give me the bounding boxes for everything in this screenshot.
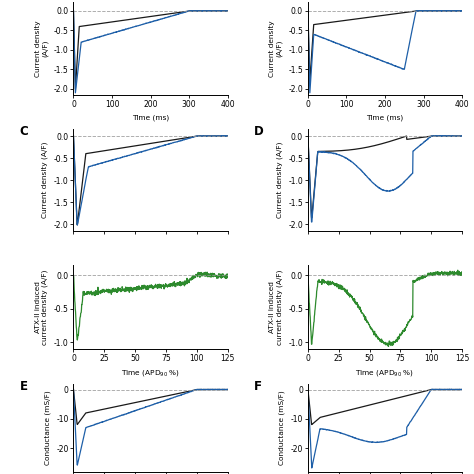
- Y-axis label: Current density
(A/F): Current density (A/F): [35, 20, 48, 77]
- X-axis label: Time (ms): Time (ms): [132, 114, 169, 121]
- Text: C: C: [19, 126, 28, 138]
- Text: E: E: [19, 380, 27, 393]
- Y-axis label: ATX-II induced
current density (A/F): ATX-II induced current density (A/F): [269, 269, 283, 345]
- Text: F: F: [254, 380, 262, 393]
- Y-axis label: Current density (A/F): Current density (A/F): [276, 142, 283, 219]
- Y-axis label: Current density
(A/F): Current density (A/F): [269, 20, 283, 77]
- Y-axis label: ATX-II induced
current density (A/F): ATX-II induced current density (A/F): [35, 269, 48, 345]
- Y-axis label: Conductance (mS/F): Conductance (mS/F): [44, 390, 51, 465]
- Y-axis label: Current density (A/F): Current density (A/F): [42, 142, 48, 219]
- Y-axis label: Conductance (mS/F): Conductance (mS/F): [279, 390, 285, 465]
- X-axis label: Time (APD$_{90}$ %): Time (APD$_{90}$ %): [356, 368, 415, 378]
- Text: D: D: [254, 126, 264, 138]
- X-axis label: Time (ms): Time (ms): [366, 114, 404, 121]
- X-axis label: Time (APD$_{90}$ %): Time (APD$_{90}$ %): [121, 368, 180, 378]
